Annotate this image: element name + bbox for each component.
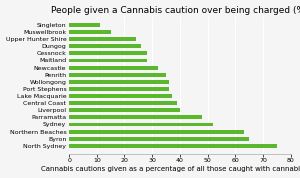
Bar [69,130,244,134]
Bar [69,51,147,55]
Bar [69,37,136,41]
Bar [69,144,277,148]
Bar [69,23,100,27]
Bar [69,59,147,62]
Bar [69,73,166,77]
X-axis label: Cannabis cautions given as a percentage of all those caught with cannabis (%): Cannabis cautions given as a percentage … [41,166,300,172]
Bar [69,94,172,98]
Bar [69,80,169,84]
Title: People given a Cannabis caution over being charged (%): People given a Cannabis caution over bei… [51,6,300,15]
Bar [69,137,249,141]
Bar [69,108,180,112]
Bar [69,115,202,119]
Bar [69,30,111,34]
Bar [69,87,169,91]
Bar [69,101,177,105]
Bar [69,44,141,48]
Bar [69,122,213,126]
Bar [69,66,158,70]
